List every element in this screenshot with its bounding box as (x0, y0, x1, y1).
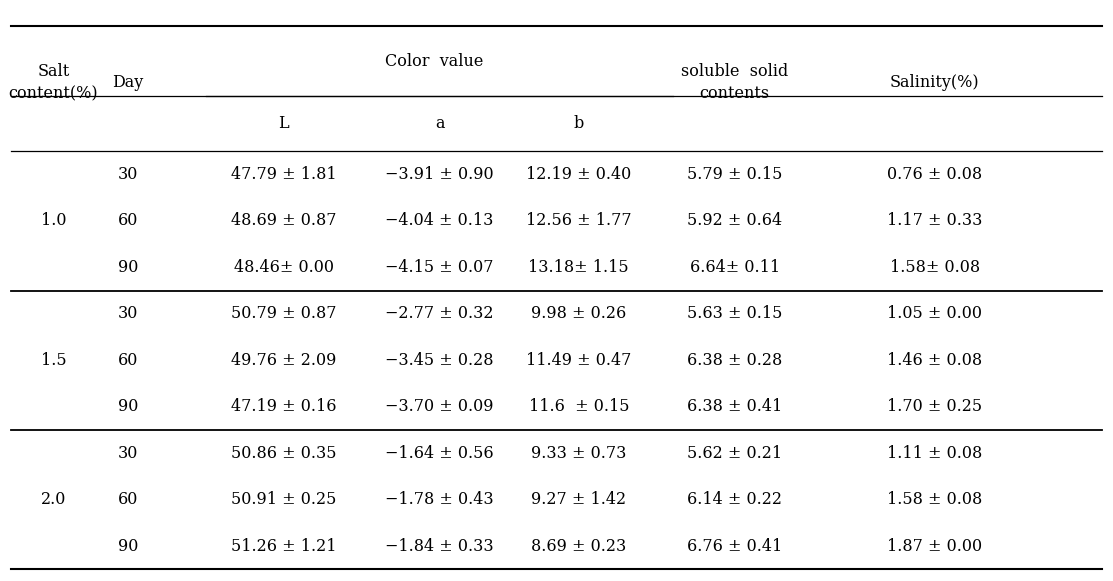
Text: 47.19 ± 0.16: 47.19 ± 0.16 (232, 398, 336, 415)
Text: 1.11 ± 0.08: 1.11 ± 0.08 (887, 444, 983, 462)
Text: −1.78 ± 0.43: −1.78 ± 0.43 (385, 491, 494, 508)
Text: 1.0: 1.0 (41, 212, 66, 229)
Text: 6.38 ± 0.41: 6.38 ± 0.41 (687, 398, 782, 415)
Text: Day: Day (112, 74, 144, 91)
Text: −4.15 ± 0.07: −4.15 ± 0.07 (385, 259, 494, 276)
Text: 13.18± 1.15: 13.18± 1.15 (529, 259, 629, 276)
Text: −3.45 ± 0.28: −3.45 ± 0.28 (385, 352, 494, 369)
Text: 11.49 ± 0.47: 11.49 ± 0.47 (526, 352, 631, 369)
Text: 1.58 ± 0.08: 1.58 ± 0.08 (887, 491, 983, 508)
Text: −3.70 ± 0.09: −3.70 ± 0.09 (385, 398, 494, 415)
Text: 9.33 ± 0.73: 9.33 ± 0.73 (531, 444, 627, 462)
Text: 50.91 ± 0.25: 50.91 ± 0.25 (232, 491, 336, 508)
Text: 1.05 ± 0.00: 1.05 ± 0.00 (887, 305, 983, 322)
Text: 2.0: 2.0 (41, 491, 66, 508)
Text: 1.5: 1.5 (40, 352, 67, 369)
Text: 6.38 ± 0.28: 6.38 ± 0.28 (687, 352, 782, 369)
Text: 9.98 ± 0.26: 9.98 ± 0.26 (531, 305, 627, 322)
Text: 47.79 ± 1.81: 47.79 ± 1.81 (232, 166, 336, 183)
Text: −2.77 ± 0.32: −2.77 ± 0.32 (385, 305, 494, 322)
Text: 60: 60 (118, 352, 138, 369)
Text: 48.69 ± 0.87: 48.69 ± 0.87 (232, 212, 336, 229)
Text: 6.14 ± 0.22: 6.14 ± 0.22 (687, 491, 782, 508)
Text: 90: 90 (118, 537, 138, 555)
Text: 51.26 ± 1.21: 51.26 ± 1.21 (232, 537, 336, 555)
Text: 9.27 ± 1.42: 9.27 ± 1.42 (531, 491, 627, 508)
Text: 30: 30 (118, 305, 138, 322)
Text: soluble  solid
contents: soluble solid contents (681, 63, 788, 102)
Text: a: a (435, 115, 444, 132)
Text: 90: 90 (118, 398, 138, 415)
Text: 60: 60 (118, 491, 138, 508)
Text: 48.46± 0.00: 48.46± 0.00 (234, 259, 334, 276)
Text: 30: 30 (118, 444, 138, 462)
Text: 1.58± 0.08: 1.58± 0.08 (890, 259, 979, 276)
Text: 5.63 ± 0.15: 5.63 ± 0.15 (687, 305, 782, 322)
Text: −1.84 ± 0.33: −1.84 ± 0.33 (385, 537, 494, 555)
Text: 5.79 ± 0.15: 5.79 ± 0.15 (687, 166, 782, 183)
Text: 1.87 ± 0.00: 1.87 ± 0.00 (887, 537, 983, 555)
Text: 0.76 ± 0.08: 0.76 ± 0.08 (887, 166, 983, 183)
Text: Salinity(%): Salinity(%) (890, 74, 979, 91)
Text: 30: 30 (118, 166, 138, 183)
Text: 90: 90 (118, 259, 138, 276)
Text: Salt
content(%): Salt content(%) (9, 63, 98, 102)
Text: −3.91 ± 0.90: −3.91 ± 0.90 (385, 166, 494, 183)
Text: 5.62 ± 0.21: 5.62 ± 0.21 (687, 444, 782, 462)
Text: 12.56 ± 1.77: 12.56 ± 1.77 (526, 212, 631, 229)
Text: −1.64 ± 0.56: −1.64 ± 0.56 (385, 444, 494, 462)
Text: 50.86 ± 0.35: 50.86 ± 0.35 (232, 444, 336, 462)
Text: 8.69 ± 0.23: 8.69 ± 0.23 (531, 537, 627, 555)
Text: Color  value: Color value (385, 52, 483, 70)
Text: L: L (278, 115, 289, 132)
Text: 1.46 ± 0.08: 1.46 ± 0.08 (887, 352, 983, 369)
Text: 6.64± 0.11: 6.64± 0.11 (690, 259, 779, 276)
Text: 1.70 ± 0.25: 1.70 ± 0.25 (887, 398, 983, 415)
Text: 11.6  ± 0.15: 11.6 ± 0.15 (529, 398, 629, 415)
Text: 50.79 ± 0.87: 50.79 ± 0.87 (232, 305, 336, 322)
Text: 6.76 ± 0.41: 6.76 ± 0.41 (687, 537, 782, 555)
Text: 5.92 ± 0.64: 5.92 ± 0.64 (687, 212, 782, 229)
Text: −4.04 ± 0.13: −4.04 ± 0.13 (385, 212, 494, 229)
Text: 1.17 ± 0.33: 1.17 ± 0.33 (887, 212, 983, 229)
Text: 12.19 ± 0.40: 12.19 ± 0.40 (526, 166, 631, 183)
Text: 60: 60 (118, 212, 138, 229)
Text: b: b (573, 115, 584, 132)
Text: 49.76 ± 2.09: 49.76 ± 2.09 (232, 352, 336, 369)
